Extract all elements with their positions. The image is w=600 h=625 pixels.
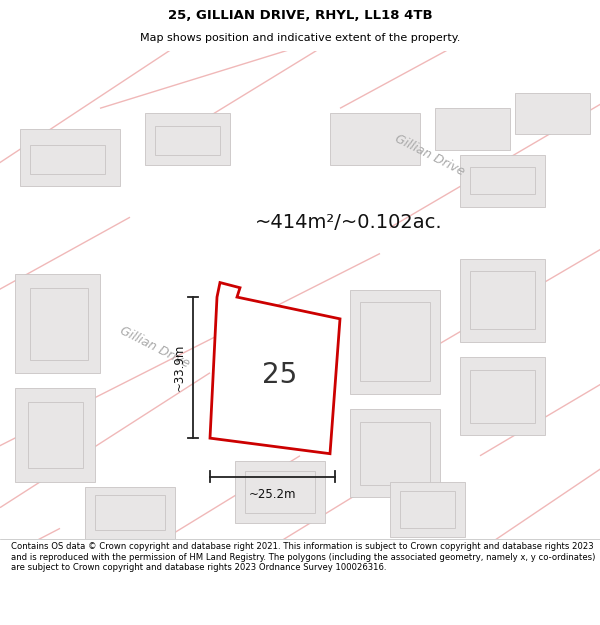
Polygon shape bbox=[30, 288, 88, 361]
Polygon shape bbox=[155, 126, 220, 155]
Polygon shape bbox=[470, 168, 535, 194]
Polygon shape bbox=[15, 274, 100, 372]
Polygon shape bbox=[460, 155, 545, 207]
Text: 25, GILLIAN DRIVE, RHYL, LL18 4TB: 25, GILLIAN DRIVE, RHYL, LL18 4TB bbox=[167, 9, 433, 22]
Polygon shape bbox=[85, 487, 175, 539]
Polygon shape bbox=[470, 271, 535, 329]
Polygon shape bbox=[145, 114, 230, 166]
Polygon shape bbox=[28, 402, 83, 468]
Text: Contains OS data © Crown copyright and database right 2021. This information is : Contains OS data © Crown copyright and d… bbox=[11, 542, 595, 572]
Polygon shape bbox=[460, 259, 545, 342]
Polygon shape bbox=[360, 302, 430, 381]
Polygon shape bbox=[515, 92, 590, 134]
Polygon shape bbox=[15, 388, 95, 482]
Polygon shape bbox=[470, 369, 535, 423]
Text: ~414m²/~0.102ac.: ~414m²/~0.102ac. bbox=[255, 213, 443, 232]
Text: Map shows position and indicative extent of the property.: Map shows position and indicative extent… bbox=[140, 33, 460, 43]
Text: Gillian Drive: Gillian Drive bbox=[118, 324, 192, 370]
Polygon shape bbox=[400, 491, 455, 528]
Polygon shape bbox=[245, 471, 315, 513]
Text: Gillian Drive: Gillian Drive bbox=[393, 132, 467, 178]
Polygon shape bbox=[360, 421, 430, 485]
Text: ~33.9m: ~33.9m bbox=[173, 344, 185, 391]
Polygon shape bbox=[330, 114, 420, 166]
Polygon shape bbox=[20, 129, 120, 186]
Polygon shape bbox=[460, 357, 545, 435]
Text: 25: 25 bbox=[262, 361, 298, 389]
Polygon shape bbox=[95, 495, 165, 531]
Polygon shape bbox=[30, 144, 105, 174]
Polygon shape bbox=[235, 461, 325, 523]
Text: ~25.2m: ~25.2m bbox=[249, 488, 296, 501]
Polygon shape bbox=[435, 108, 510, 150]
Polygon shape bbox=[350, 290, 440, 394]
Polygon shape bbox=[390, 482, 465, 537]
Polygon shape bbox=[350, 409, 440, 498]
Polygon shape bbox=[210, 282, 340, 454]
